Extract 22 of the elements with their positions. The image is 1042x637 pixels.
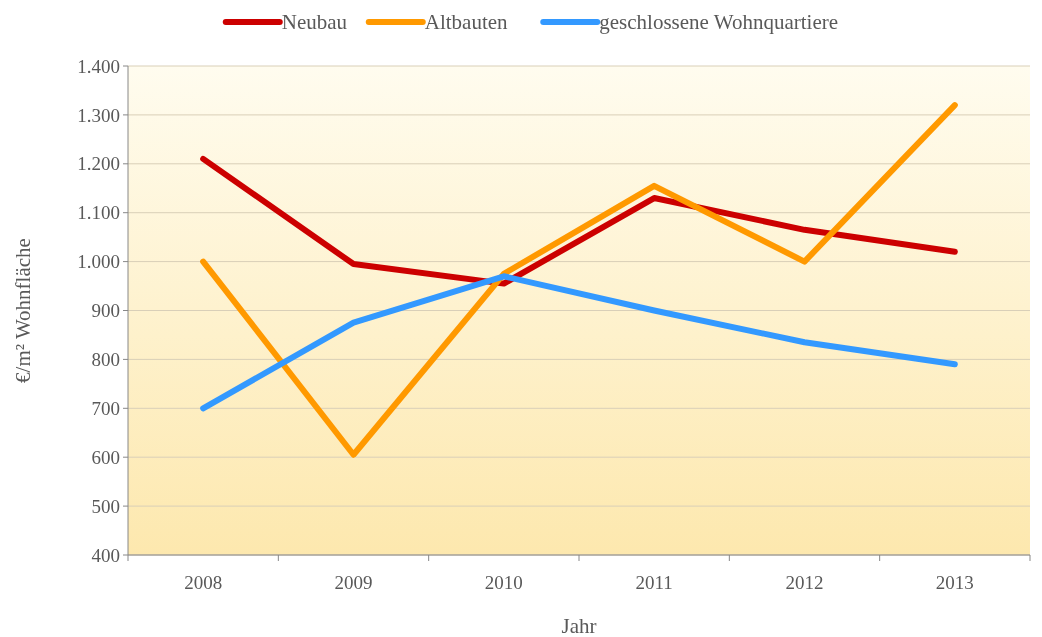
y-tick-label: 700 — [91, 397, 120, 419]
y-tick-label: 900 — [91, 300, 120, 322]
y-tick-label: 500 — [91, 495, 120, 517]
y-tick-label: 1.100 — [77, 202, 120, 224]
x-tick-label: 2010 — [484, 572, 523, 593]
x-tick-label: 2013 — [935, 572, 974, 593]
legend-label: Neubau — [281, 10, 348, 35]
x-axis-title: Jahr — [561, 614, 597, 637]
x-tick-label: 2012 — [785, 572, 824, 593]
legend-label: geschlossene Wohnquartiere — [599, 10, 839, 35]
y-tick-label: 600 — [91, 446, 120, 468]
y-tick-label: 1.400 — [77, 55, 120, 77]
x-tick-label: 2009 — [334, 572, 373, 593]
x-tick-label: 2008 — [184, 572, 223, 593]
y-tick-label: 1.300 — [77, 104, 120, 126]
legend-label: Altbauten — [424, 10, 509, 35]
y-tick-label: 400 — [91, 544, 120, 566]
y-tick-label: 1.200 — [77, 153, 120, 175]
y-axis-title: €/m² Wohnfläche — [11, 238, 35, 383]
x-tick-label: 2011 — [635, 572, 673, 593]
y-tick-label: 1.000 — [77, 251, 120, 273]
y-tick-label: 800 — [91, 349, 120, 371]
